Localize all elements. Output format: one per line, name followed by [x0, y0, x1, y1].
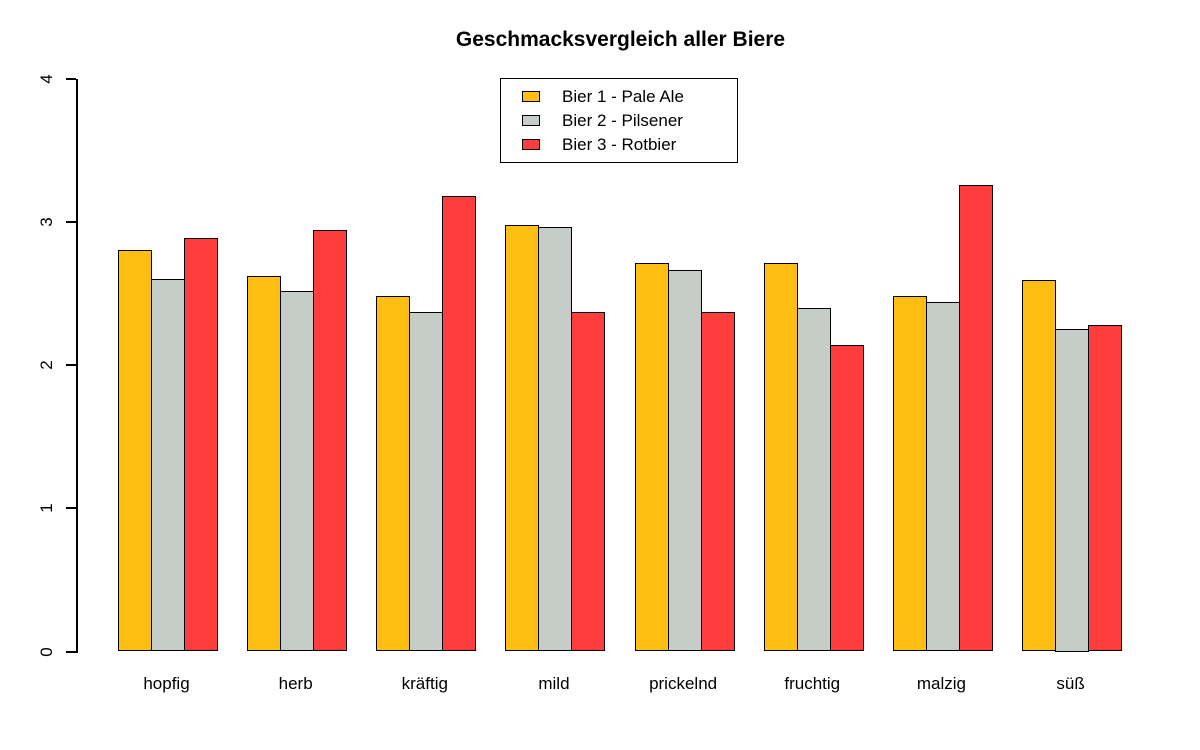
bar-fruchtig-series-3 [829, 344, 864, 652]
x-label-mild: mild [538, 674, 570, 693]
bar-hopfig-series-2 [151, 279, 185, 652]
legend-label-2: Bier 2 - Pilsener [562, 110, 683, 130]
bar-prickelnd-series-3 [700, 311, 735, 652]
bar-mild-series-2 [538, 227, 573, 652]
y-tick-2 [66, 364, 76, 366]
y-tick-label-0: 0 [37, 646, 56, 657]
bar-prickelnd-series-2 [667, 270, 702, 652]
x-label-malzig: malzig [916, 674, 966, 693]
bar-herb-series-2 [280, 290, 315, 652]
bar-süß-series-1 [1022, 280, 1057, 652]
y-tick-4 [66, 77, 76, 80]
y-tick-1 [66, 507, 76, 510]
bar-fruchtig-series-2 [796, 307, 831, 652]
bar-malzig-series-2 [925, 301, 960, 652]
legend-item-3: Bier 3 - Rotbier [522, 133, 737, 157]
bar-hopfig-series-1 [118, 250, 152, 652]
chart-title: Geschmacksvergleich aller Biere [455, 28, 786, 51]
bar-kräftig-series-1 [376, 296, 411, 652]
y-tick-label-3: 3 [37, 217, 56, 227]
legend-label-1: Bier 1 - Pale Ale [562, 86, 684, 106]
chart-legend: Bier 1 - Pale Ale Bier 2 - Pilsener Bier 3… [500, 78, 738, 163]
bar-hopfig-series-3 [184, 237, 218, 652]
y-tick-label-1: 1 [37, 503, 56, 513]
y-tick-label-4: 4 [37, 73, 56, 84]
x-label-hopfig: hopfig [143, 674, 190, 693]
y-tick-3 [66, 220, 76, 223]
legend-swatch-3 [522, 139, 540, 150]
bar-fruchtig-series-1 [763, 263, 798, 652]
bar-herb-series-1 [247, 276, 282, 652]
bar-malzig-series-3 [958, 184, 993, 652]
bar-süß-series-2 [1055, 329, 1090, 652]
x-label-prickelnd: prickelnd [649, 674, 718, 693]
bar-kräftig-series-3 [442, 195, 477, 652]
y-axis-line [76, 78, 78, 653]
legend-swatch-1 [522, 91, 540, 102]
x-label-herb: herb [278, 674, 313, 693]
legend-label-3: Bier 3 - Rotbier [562, 134, 677, 154]
legend-swatch-2 [522, 115, 540, 126]
y-tick-0 [66, 650, 76, 653]
bar-prickelnd-series-1 [634, 263, 669, 652]
bar-kräftig-series-2 [409, 311, 444, 652]
bar-mild-series-3 [571, 311, 606, 652]
legend-item-2: Bier 2 - Pilsener [522, 109, 737, 133]
x-label-fruchtig: fruchtig [784, 674, 841, 693]
legend-item-1: Bier 1 - Pale Ale [522, 85, 737, 109]
bar-herb-series-3 [313, 230, 348, 652]
bar-süß-series-3 [1088, 324, 1123, 652]
bar-malzig-series-1 [892, 296, 927, 652]
bar-mild-series-1 [505, 224, 540, 652]
x-label-süß: süß [1056, 674, 1085, 693]
y-tick-label-2: 2 [37, 360, 56, 370]
x-label-kräftig: kräftig [401, 674, 448, 693]
